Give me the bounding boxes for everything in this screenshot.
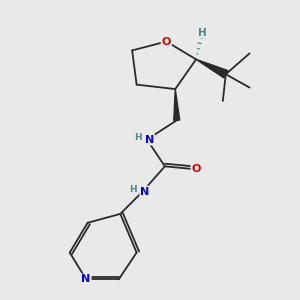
Text: O: O bbox=[191, 164, 201, 174]
Polygon shape bbox=[174, 89, 180, 120]
Text: N: N bbox=[82, 274, 91, 284]
Text: H: H bbox=[129, 185, 137, 194]
Polygon shape bbox=[196, 59, 228, 78]
Text: N: N bbox=[145, 135, 154, 145]
Text: H: H bbox=[134, 133, 141, 142]
Text: H: H bbox=[198, 28, 206, 38]
Text: O: O bbox=[162, 37, 171, 46]
Text: N: N bbox=[140, 187, 150, 196]
